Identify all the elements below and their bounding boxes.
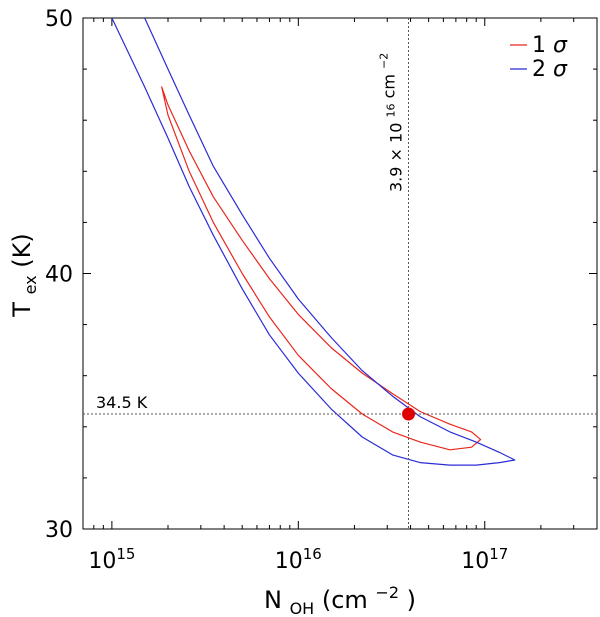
y-axis-label: T ex (K) [8, 233, 42, 317]
x-tick-label: 1017 [461, 545, 508, 574]
horizontal-line-label: 34.5 K [96, 393, 148, 412]
best-fit-point [402, 407, 416, 421]
legend-label-1sigma: 1 σ [532, 33, 568, 58]
contour-2sigma [111, 17, 516, 466]
y-tick-labels: 30 40 50 [45, 7, 73, 543]
legend-label-2sigma: 2 σ [532, 57, 568, 82]
x-tick-label: 1015 [88, 545, 135, 574]
minor-ticks [82, 18, 598, 529]
x-axis-label: N OH (cm −2 ) [264, 576, 416, 617]
y-tick-label: 30 [45, 518, 73, 543]
y-tick-label: 40 [45, 263, 73, 288]
contour-1sigma [161, 86, 482, 451]
legend: 1 σ 2 σ [510, 33, 568, 82]
contours [111, 17, 516, 466]
major-ticks [83, 17, 597, 530]
plot-frame [82, 17, 598, 530]
vertical-line-label: 3.9 × 10 16 cm −2 [378, 53, 406, 192]
x-tick-label: 1016 [275, 545, 322, 574]
x-tick-labels: 1015 1016 1017 [88, 545, 508, 574]
y-tick-label: 50 [45, 7, 73, 32]
